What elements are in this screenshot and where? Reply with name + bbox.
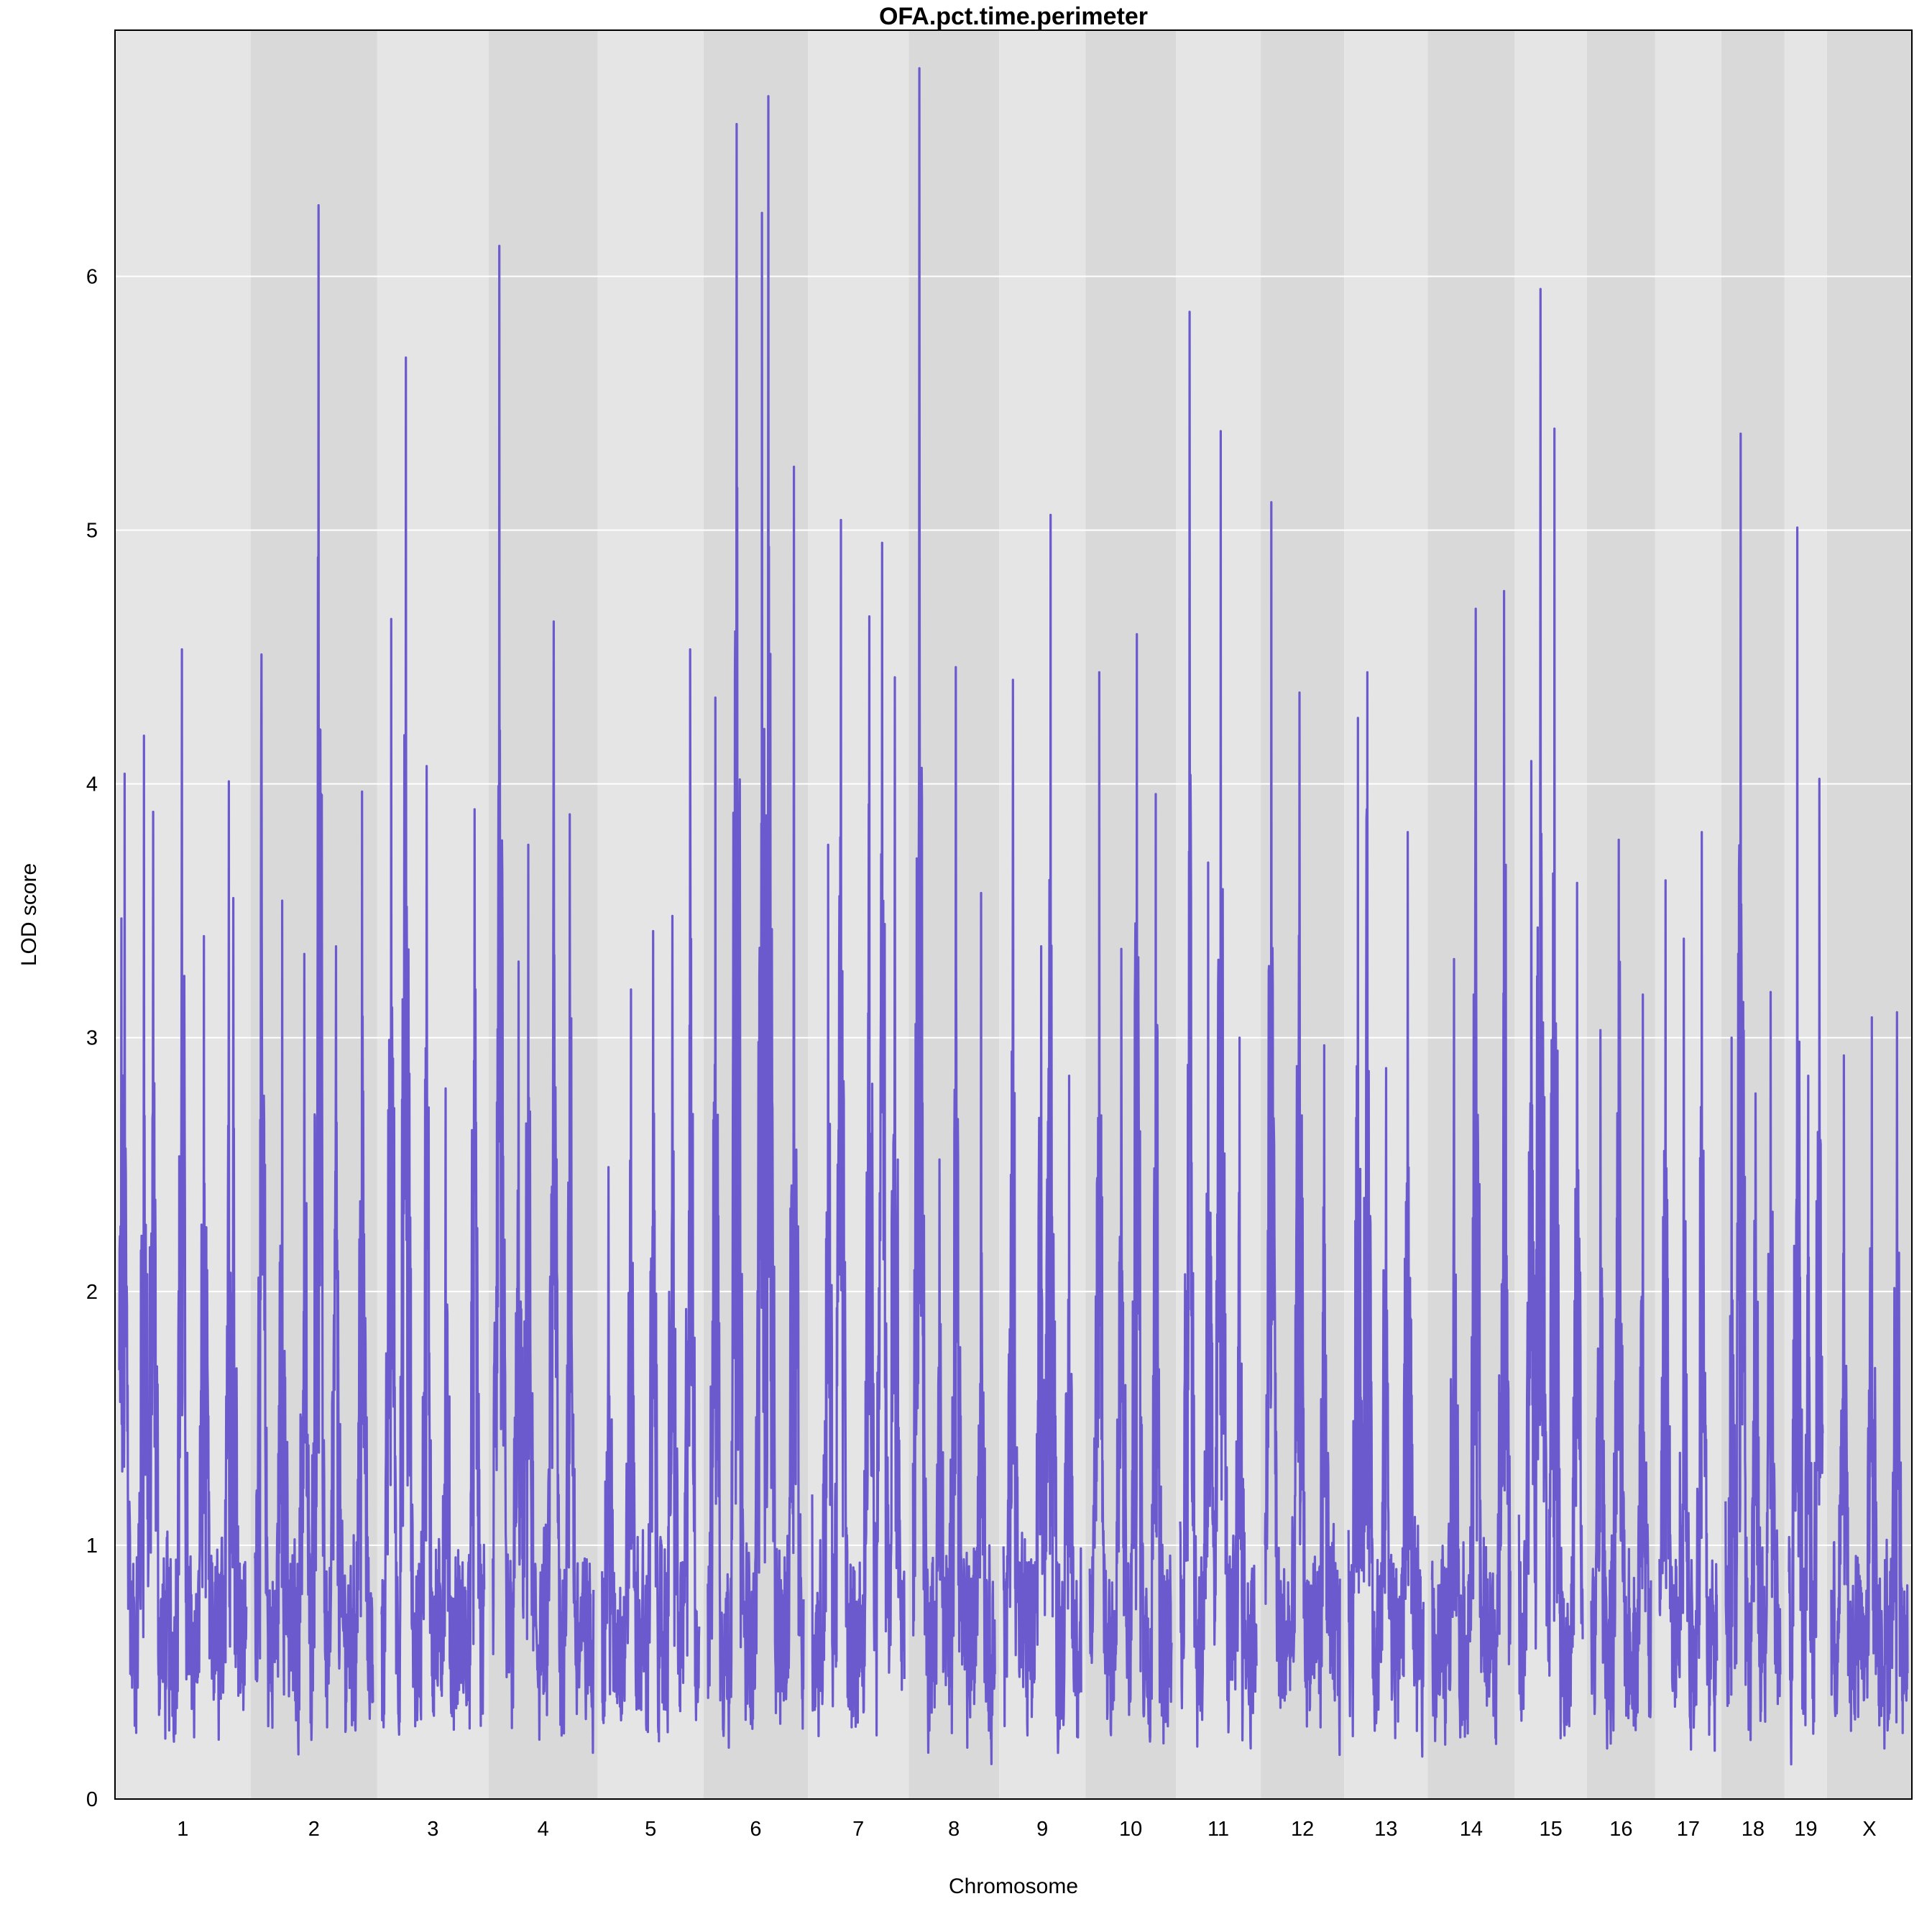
x-axis-ticks: 1 2 3 4 5 6 7 8 9 10 11 12 13 14 15 16 17 18 19 X: [177, 1818, 1876, 1841]
y-tick-label: 1: [86, 1535, 98, 1558]
x-tick-label-17: 17: [1677, 1818, 1700, 1841]
lod-line-chr-11: [1179, 310, 1258, 1750]
y-tick-label: 2: [86, 1281, 98, 1304]
lod-line-chr-2: [254, 204, 374, 1756]
x-tick-label-4: 4: [538, 1818, 549, 1841]
lod-line-chr-12: [1264, 501, 1341, 1757]
lod-line-chr-19: [1788, 526, 1824, 1766]
x-tick-label-13: 13: [1374, 1818, 1397, 1841]
lod-line-chr-9: [1002, 513, 1082, 1754]
y-tick-label: 0: [86, 1788, 98, 1811]
x-tick-label-5: 5: [645, 1818, 656, 1841]
y-tick-label: 4: [86, 773, 98, 796]
x-tick-label-3: 3: [427, 1818, 438, 1841]
x-tick-label-15: 15: [1540, 1818, 1563, 1841]
lod-line-chr-17: [1658, 831, 1719, 1752]
lod-line-chr-3: [380, 356, 486, 1736]
x-tick-label-8: 8: [948, 1818, 960, 1841]
x-tick-label-16: 16: [1609, 1818, 1632, 1841]
lod-line-chr-14: [1430, 589, 1512, 1746]
lod-line-chr-7: [811, 518, 906, 1737]
lod-series: [118, 67, 1909, 1766]
lod-line-chr-15: [1517, 288, 1584, 1739]
y-axis-ticks: 0 1 2 3 4 5 6: [86, 265, 98, 1811]
lod-line-chr-8: [911, 67, 996, 1765]
lod-line-chr-4: [492, 244, 595, 1754]
x-tick-label-19: 19: [1794, 1818, 1817, 1841]
x-tick-label-14: 14: [1460, 1818, 1483, 1841]
x-tick-label-1: 1: [177, 1818, 188, 1841]
chart-title: OFA.pct.time.perimeter: [879, 3, 1148, 30]
lod-line-chr-16: [1590, 838, 1652, 1750]
x-tick-label-12: 12: [1291, 1818, 1314, 1841]
x-tick-label-9: 9: [1036, 1818, 1048, 1841]
lod-line-chr-13: [1347, 671, 1425, 1758]
x-tick-label-10: 10: [1119, 1818, 1142, 1841]
lod-line-chr-18: [1724, 432, 1782, 1742]
chromosome-band-3: [377, 30, 489, 1799]
y-axis-label: LOD score: [17, 863, 41, 966]
lod-line-chr-10: [1088, 632, 1173, 1745]
lod-line-chr-6: [707, 95, 805, 1749]
chromosome-band-4: [488, 30, 598, 1799]
x-tick-label-X: X: [1862, 1818, 1876, 1841]
y-tick-label: 3: [86, 1027, 98, 1050]
y-tick-label: 5: [86, 520, 98, 543]
x-tick-label-7: 7: [852, 1818, 864, 1841]
x-tick-label-2: 2: [308, 1818, 320, 1841]
gridlines: [115, 275, 1912, 1546]
x-tick-label-11: 11: [1208, 1818, 1229, 1841]
x-tick-label-18: 18: [1742, 1818, 1765, 1841]
lod-line-chr-1: [118, 648, 248, 1743]
plot-frame: [114, 29, 1913, 1800]
y-tick-label: 6: [86, 265, 98, 288]
x-tick-label-6: 6: [750, 1818, 761, 1841]
lod-line-chr-5: [601, 648, 701, 1743]
x-axis-label: Chromosome: [949, 1874, 1078, 1898]
lod-line-chr-X: [1830, 1011, 1909, 1750]
